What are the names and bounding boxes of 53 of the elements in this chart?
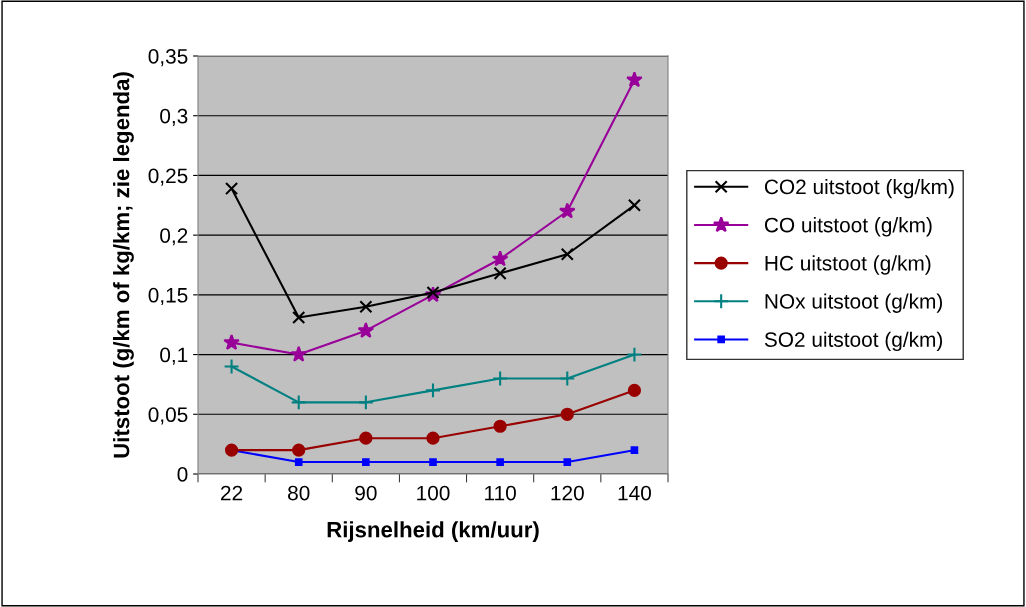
x-tick-label: 100 xyxy=(417,485,450,501)
point xyxy=(558,202,576,219)
point xyxy=(426,431,440,445)
y-tick-label: 0,05 xyxy=(148,407,188,425)
legend-label: CO uitstoot (g/km) xyxy=(764,217,932,237)
point xyxy=(492,370,509,387)
legend-label: NOx uitstoot (g/km) xyxy=(765,293,943,313)
x-tick-label: 22 xyxy=(221,485,243,501)
point xyxy=(493,266,507,280)
legend-label: CO2 uitstoot (kg/km) xyxy=(764,178,954,199)
point xyxy=(290,345,308,362)
point xyxy=(292,443,306,457)
point xyxy=(429,458,437,466)
point xyxy=(223,333,240,350)
x-tick-label: 120 xyxy=(551,485,584,501)
point xyxy=(559,370,576,387)
y-tick-label: 0,3 xyxy=(160,108,188,126)
point xyxy=(627,383,642,397)
point xyxy=(359,300,373,314)
y-axis-title: Uitstoot (g/km of kg/km; zie legenda) xyxy=(113,72,134,458)
point xyxy=(290,394,307,411)
y-tick-label: 0 xyxy=(177,467,188,482)
point xyxy=(359,431,373,445)
point xyxy=(563,458,572,466)
y-tick-label: 0,25 xyxy=(148,168,188,186)
point xyxy=(223,358,240,375)
x-axis-title: Rijsnelheid (km/uur) xyxy=(327,521,539,542)
point xyxy=(491,250,509,267)
point xyxy=(560,407,574,421)
point xyxy=(496,458,504,466)
point xyxy=(292,310,306,325)
point xyxy=(560,247,574,261)
y-tick-label: 0,35 xyxy=(148,49,188,67)
point xyxy=(224,181,239,196)
point xyxy=(626,71,643,88)
legend-label: SO2 uitstoot (g/km) xyxy=(764,331,943,352)
y-tick-label: 0,1 xyxy=(160,347,188,365)
x-tick-label: 90 xyxy=(355,485,377,501)
x-tick-label: 110 xyxy=(485,485,516,501)
point xyxy=(626,346,643,363)
x-tick-label: 140 xyxy=(618,485,651,501)
point xyxy=(425,382,441,399)
point xyxy=(357,394,374,411)
point xyxy=(493,419,507,433)
point xyxy=(357,322,375,338)
point xyxy=(630,446,639,454)
y-tick-label: 0,15 xyxy=(148,287,188,306)
y-tick-label: 0,2 xyxy=(160,228,188,246)
x-tick-label: 80 xyxy=(288,485,310,501)
point xyxy=(362,458,370,466)
point xyxy=(294,458,303,466)
point xyxy=(627,198,642,212)
legend-label: HC uitstoot (g/km) xyxy=(765,255,931,275)
